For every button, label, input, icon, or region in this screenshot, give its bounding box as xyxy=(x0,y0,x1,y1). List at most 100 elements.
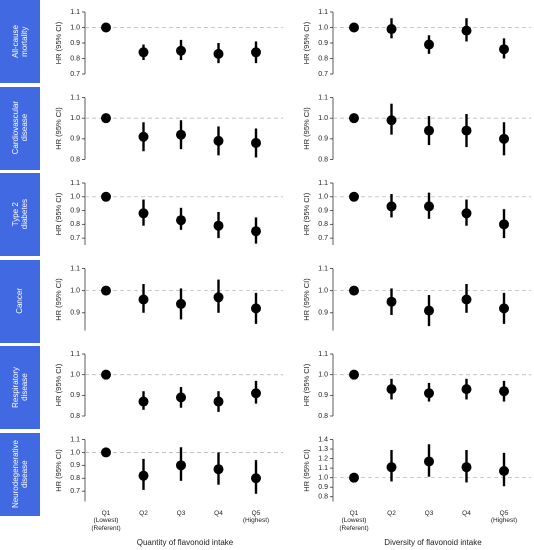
point xyxy=(499,133,509,144)
y-axis-label: HR (95% CI) xyxy=(302,21,311,64)
row-label: Cardiovascular disease xyxy=(10,101,29,155)
point xyxy=(213,292,224,303)
y-tick-label: 1.1 xyxy=(70,180,80,187)
y-tick-label: 1.0 xyxy=(318,474,328,481)
point xyxy=(251,47,261,58)
y-tick-label: 0.8 xyxy=(70,55,80,62)
row-label-box: Cardiovascular disease xyxy=(0,86,40,170)
row-label: Respiratory disease xyxy=(10,367,29,408)
point xyxy=(424,456,434,467)
y-tick-label: 1.0 xyxy=(70,24,80,31)
y-tick-label: 0.9 xyxy=(70,207,80,214)
y-tick-label: 1.0 xyxy=(318,115,328,122)
point xyxy=(499,219,509,230)
point xyxy=(176,129,186,140)
y-tick-label: 1.1 xyxy=(318,465,328,472)
point xyxy=(386,24,397,35)
y-tick-label: 0.7 xyxy=(70,235,80,242)
x-tick-label: Q2 xyxy=(139,509,148,517)
y-tick-label: 0.8 xyxy=(70,475,80,482)
y-tick-label: 1.0 xyxy=(70,287,80,294)
row-label: Cancer xyxy=(15,288,25,314)
point xyxy=(386,201,397,212)
y-tick-label: 1.0 xyxy=(318,194,328,201)
point xyxy=(213,396,224,407)
point xyxy=(424,125,434,136)
y-tick-label: 1.1 xyxy=(318,9,328,16)
row-label-box: Respiratory disease xyxy=(0,346,40,429)
point xyxy=(349,113,359,124)
point xyxy=(138,294,149,305)
point xyxy=(499,465,509,476)
y-tick-label: 0.8 xyxy=(318,413,328,420)
y-tick-label: 0.8 xyxy=(70,413,80,420)
point xyxy=(461,462,472,473)
point xyxy=(138,470,149,481)
y-tick-label: 1.2 xyxy=(318,455,328,462)
y-tick-label: 1.1 xyxy=(70,351,80,358)
row-label: Type 2 diabetes xyxy=(10,199,29,230)
y-tick-label: 1.1 xyxy=(70,265,80,272)
point xyxy=(461,208,472,219)
y-tick-label: 0.9 xyxy=(318,484,328,491)
y-tick-label: 0.8 xyxy=(70,156,80,163)
y-axis-label: HR (95% CI) xyxy=(54,363,63,406)
point xyxy=(349,22,359,33)
point xyxy=(213,135,224,146)
y-tick-label: 1.0 xyxy=(318,24,328,31)
point xyxy=(499,44,509,55)
point xyxy=(101,285,111,296)
point xyxy=(176,460,186,471)
point xyxy=(138,131,149,142)
y-tick-label: 1.1 xyxy=(318,180,328,187)
y-tick-label: 0.9 xyxy=(70,136,80,143)
x-tick-label: Q5 (Highest) xyxy=(490,509,518,525)
row-label-box: Cancer xyxy=(0,259,40,343)
y-tick-label: 1.4 xyxy=(318,436,328,443)
y-axis-label: HR (95% CI) xyxy=(54,107,63,150)
y-axis-label: HR (95% CI) xyxy=(54,449,63,492)
point xyxy=(499,386,509,397)
point xyxy=(251,473,261,484)
point xyxy=(176,215,186,226)
point xyxy=(251,226,261,237)
y-tick-label: 1.1 xyxy=(70,9,80,16)
point xyxy=(424,201,434,212)
y-axis-label: HR (95% CI) xyxy=(302,449,311,492)
x-tick-label: Q4 xyxy=(462,509,471,517)
point xyxy=(461,25,472,36)
y-tick-label: 0.9 xyxy=(318,136,328,143)
y-axis-label: HR (95% CI) xyxy=(54,21,63,64)
y-tick-label: 1.0 xyxy=(70,372,80,379)
y-axis-label: HR (95% CI) xyxy=(302,192,311,235)
y-tick-label: 0.9 xyxy=(70,462,80,469)
point xyxy=(461,294,472,305)
point xyxy=(101,191,111,202)
y-tick-label: 0.8 xyxy=(318,55,328,62)
point xyxy=(461,125,472,136)
x-tick-label: Q4 xyxy=(214,509,223,517)
y-tick-label: 1.0 xyxy=(318,287,328,294)
point xyxy=(251,388,261,399)
point xyxy=(386,115,397,126)
x-axis-label: Quantity of flavonoid intake xyxy=(136,537,234,547)
y-tick-label: 0.8 xyxy=(318,494,328,501)
y-tick-label: 0.9 xyxy=(70,40,80,47)
y-tick-label: 1.1 xyxy=(318,265,328,272)
point xyxy=(101,369,111,380)
y-tick-label: 0.7 xyxy=(318,235,328,242)
x-tick-label: Q2 xyxy=(387,509,396,517)
point xyxy=(213,48,224,59)
y-tick-label: 0.9 xyxy=(318,310,328,317)
point xyxy=(176,392,186,403)
point xyxy=(424,388,434,399)
y-tick-label: 1.3 xyxy=(318,446,328,453)
point xyxy=(251,137,261,148)
y-tick-label: 1.1 xyxy=(318,351,328,358)
point xyxy=(213,464,224,475)
y-tick-label: 1.1 xyxy=(318,94,328,101)
y-tick-label: 0.7 xyxy=(70,71,80,78)
row-label-box: Type 2 diabetes xyxy=(0,173,40,256)
x-tick-label: Q3 xyxy=(424,509,434,517)
